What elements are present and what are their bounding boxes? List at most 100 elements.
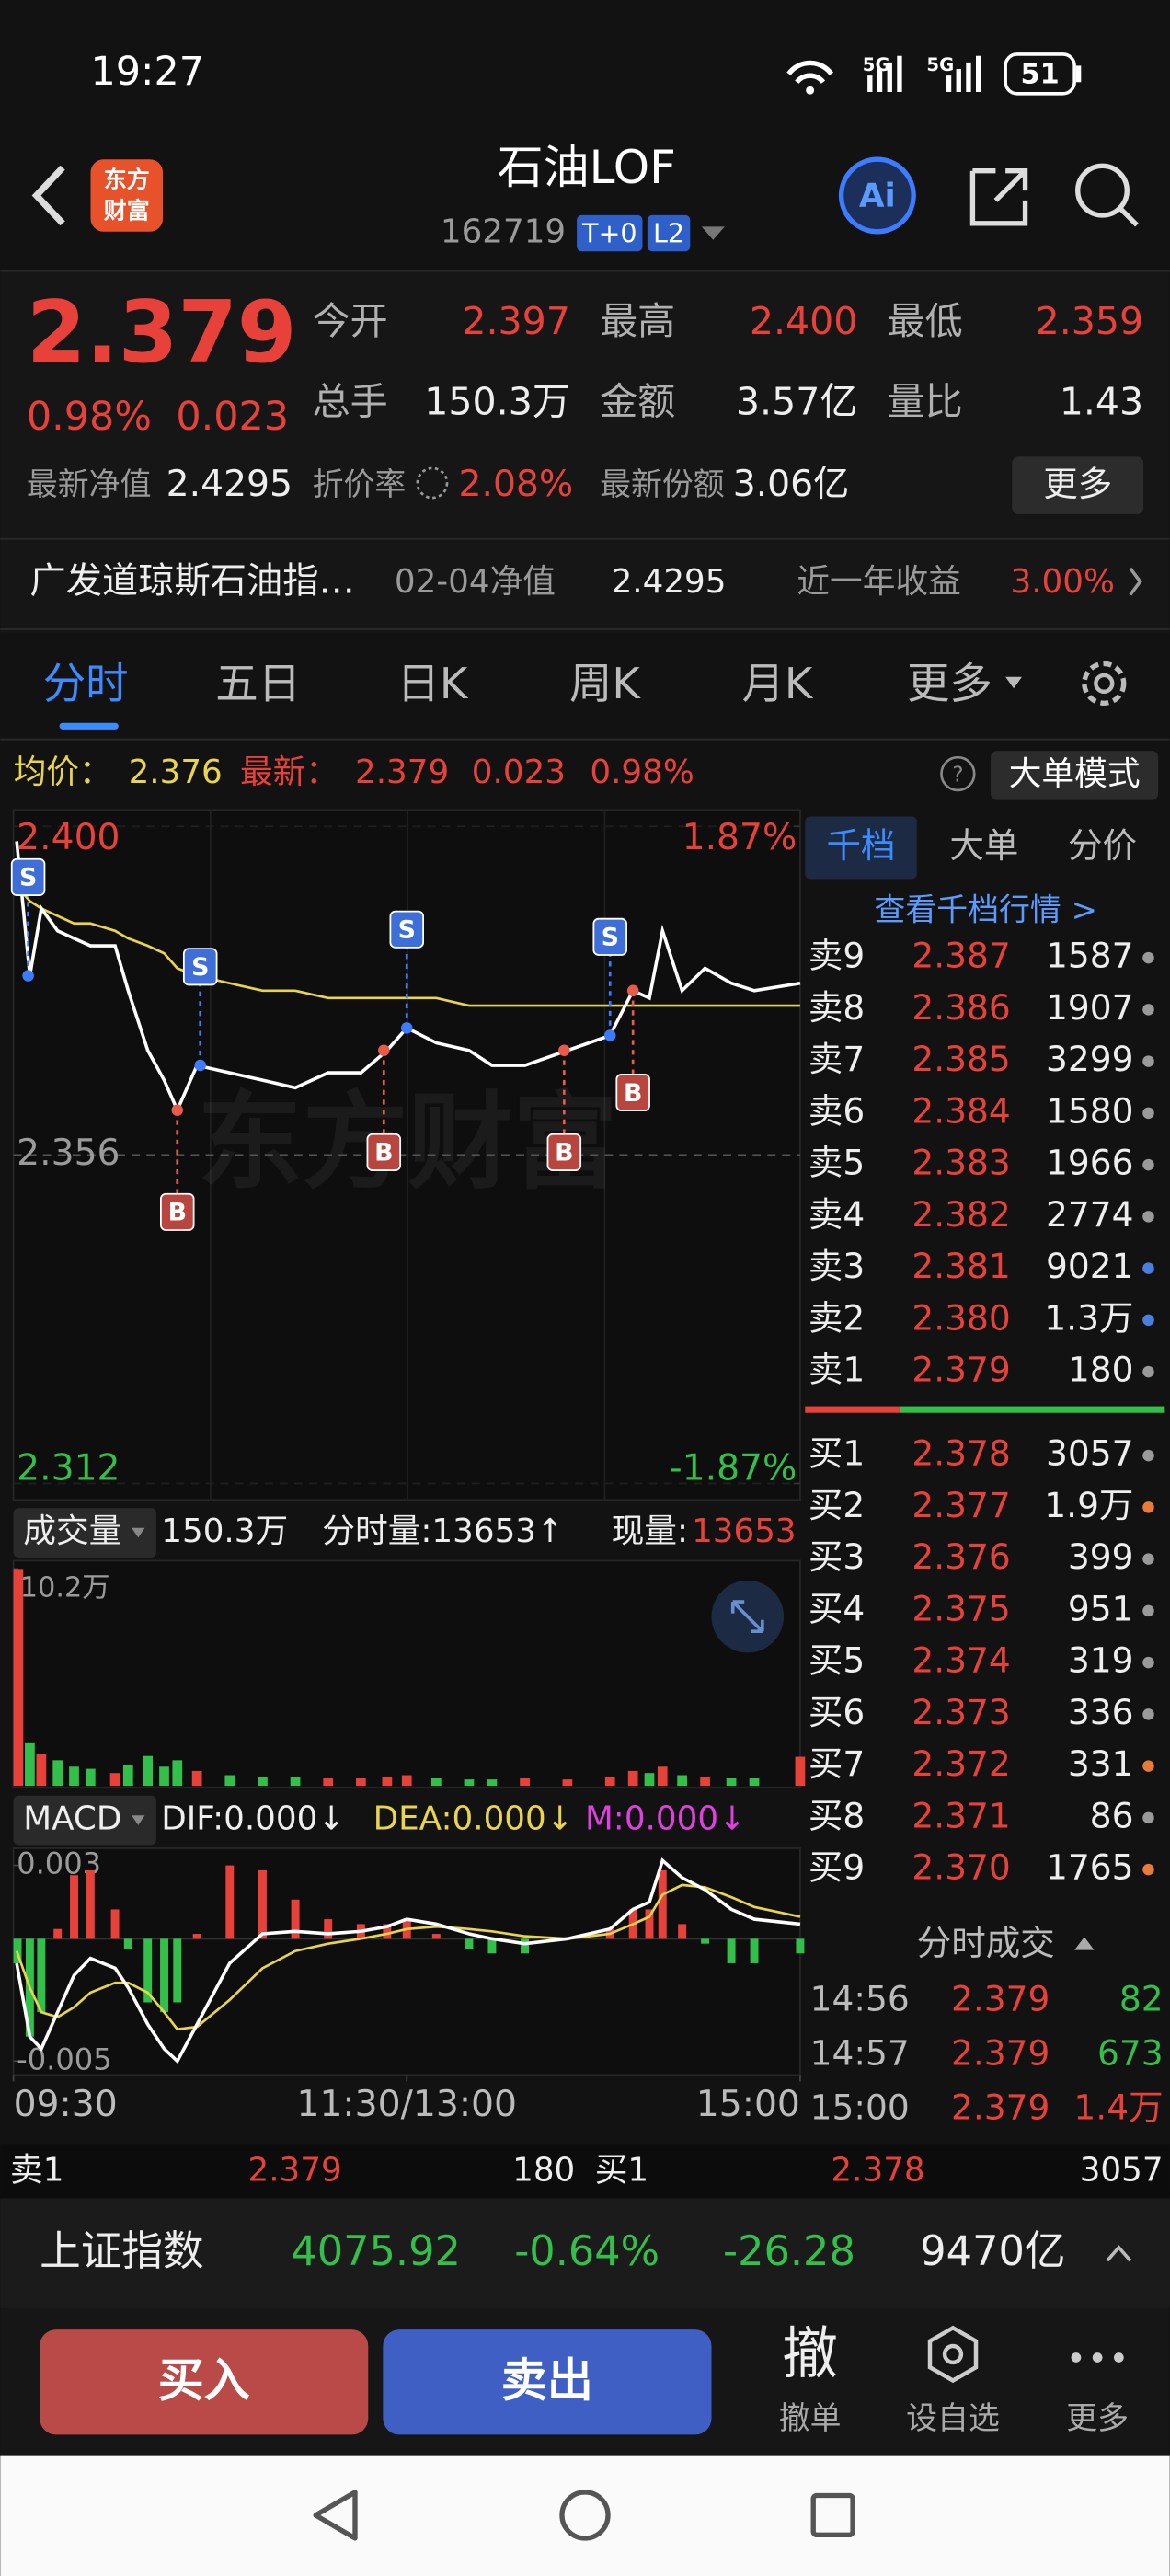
volume-bar [520, 1777, 530, 1787]
stat-label: 量比 [888, 379, 963, 423]
watch-icon[interactable] [927, 2325, 979, 2384]
side-tab-active[interactable] [805, 816, 917, 880]
book-price: 2.373 [912, 1692, 1010, 1732]
signal-badge [10, 857, 46, 896]
bid-price: 2.378 [831, 2152, 924, 2190]
mode-label: 大单模式 [1009, 755, 1141, 793]
side-tab[interactable]: 大单 [949, 825, 1018, 866]
macd-bar [645, 1909, 654, 1939]
index-bar[interactable] [0, 2198, 1170, 2308]
side-tab[interactable]: 千档 [827, 825, 896, 866]
dropdown-arrow [1005, 676, 1022, 689]
macd-bar [192, 1934, 201, 1939]
depth-link[interactable]: 查看千档行情 > [874, 892, 1097, 928]
search-button[interactable] [1075, 163, 1130, 218]
battery-tip [1075, 65, 1082, 83]
macd-bar [160, 1938, 168, 2013]
minute-volume: 分时量:13653↑ [322, 1512, 564, 1550]
signal-badge [592, 917, 627, 956]
tab[interactable]: 分时 [43, 659, 129, 708]
settings-button[interactable] [1082, 661, 1127, 706]
expand-chevron[interactable] [1106, 2245, 1132, 2262]
badge [647, 214, 691, 252]
tab[interactable]: 更多 [907, 659, 992, 708]
book-dot [1142, 1656, 1154, 1669]
series-line [15, 1857, 801, 2064]
mode-button[interactable] [991, 751, 1159, 800]
info-icon[interactable] [416, 466, 449, 500]
return-label: 近一年收益 [797, 563, 961, 601]
signal-label: B [168, 1199, 187, 1227]
badge [577, 214, 643, 252]
nav-home[interactable] [559, 2490, 611, 2541]
macd-dea: DEA:0.000↓ [373, 1800, 574, 1838]
tab[interactable]: 周K [569, 659, 641, 708]
volume-plot [12, 1559, 801, 1788]
signal-label: S [19, 864, 37, 892]
more-button[interactable] [1012, 456, 1144, 514]
ask-price: 2.379 [247, 2152, 341, 2190]
avg-value: 2.376 [129, 753, 223, 791]
stat-label: 最高 [600, 299, 675, 343]
quote-panel [0, 270, 1170, 633]
book-label: 买6 [809, 1692, 865, 1732]
tab[interactable]: 五日 [215, 659, 301, 708]
trade-price: 2.379 [951, 2032, 1050, 2073]
volume-bar [401, 1775, 412, 1787]
book-price: 2.377 [912, 1485, 1010, 1525]
side-tab[interactable]: 分价 [1068, 825, 1137, 866]
book-label: 卖6 [809, 1090, 865, 1131]
badge-text: L2 [653, 217, 684, 248]
share-button[interactable] [969, 168, 1028, 226]
change: 0.023 [176, 394, 289, 440]
book-volume: 319 [1068, 1640, 1134, 1681]
stat-value: 2.400 [750, 299, 858, 343]
signal-badge [182, 948, 218, 986]
volume-bar [795, 1756, 806, 1787]
signal-point [378, 1044, 390, 1056]
volume-bar [290, 1777, 301, 1787]
book-price: 2.380 [912, 1297, 1010, 1338]
x-tick-label: 11:30/13:00 [296, 2084, 517, 2125]
settings-core [1094, 673, 1115, 695]
tab-underline [59, 722, 119, 730]
ai-button[interactable] [838, 156, 916, 235]
macd-selector[interactable] [13, 1795, 156, 1846]
trade-volume: 673 [1097, 2032, 1164, 2073]
book-volume: 1580 [1046, 1090, 1133, 1131]
more-label: 更多 [1066, 2400, 1129, 2436]
logo-text: 财富 [104, 197, 150, 224]
book-price: 2.379 [912, 1350, 1010, 1390]
ask-label: 卖1 [10, 2152, 63, 2190]
buy-button[interactable] [40, 2329, 369, 2435]
y2-tick-label: -1.87% [669, 1448, 797, 1489]
nav-recent[interactable] [810, 2492, 855, 2538]
tab[interactable]: 月K [742, 659, 814, 708]
ai-label: Ai [859, 177, 896, 214]
signal-badge [546, 1133, 582, 1171]
volume-bar [382, 1777, 393, 1787]
volume-bar [430, 1777, 442, 1787]
book-label: 卖2 [809, 1297, 865, 1338]
tab[interactable]: 日K [397, 659, 469, 708]
macd-label: MACD [23, 1800, 121, 1838]
book-price: 2.375 [912, 1588, 1010, 1628]
avg-label: 均价： [14, 753, 112, 791]
trade-volume: 1.4万 [1073, 2087, 1163, 2127]
nav-back[interactable] [313, 2490, 358, 2541]
book-dot [1142, 1708, 1154, 1720]
volume-bar [25, 1742, 35, 1787]
book-volume: 331 [1068, 1743, 1134, 1784]
help-icon[interactable] [940, 755, 976, 792]
sell-button[interactable] [383, 2329, 712, 2435]
change-pct: 0.98% [27, 394, 152, 440]
back-button[interactable] [31, 165, 65, 226]
trade-volume: 82 [1119, 1979, 1164, 2019]
macd-bar [796, 1938, 805, 1954]
more-icon[interactable] [1071, 2352, 1124, 2363]
volume-selector[interactable] [13, 1508, 156, 1558]
nav-value: 2.4295 [166, 464, 292, 505]
book-label: 卖5 [809, 1143, 865, 1183]
book-volume: 3299 [1046, 1039, 1133, 1079]
x-tick-label: 15:00 [696, 2084, 800, 2125]
